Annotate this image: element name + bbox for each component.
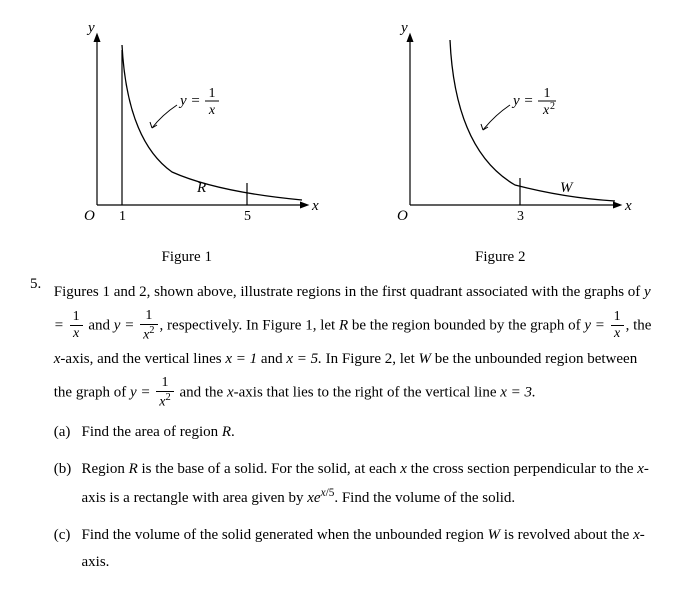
eq2b-den: x2 bbox=[156, 392, 173, 410]
intro-11: -axis that lies to the right of the vert… bbox=[234, 384, 501, 400]
fig2-origin: O bbox=[397, 208, 408, 224]
eq2-den: x2 bbox=[140, 325, 157, 343]
intro-4: be the region bounded by the graph of bbox=[348, 317, 584, 333]
fig2-region-label: W bbox=[560, 180, 574, 196]
fig1-eq-den: x bbox=[208, 103, 216, 118]
fig1-eq-num: 1 bbox=[208, 86, 215, 101]
eq1b-lhs: y = bbox=[584, 317, 608, 333]
part-b-label: (b) bbox=[54, 456, 78, 483]
eq2-lhs: y = bbox=[114, 317, 138, 333]
figure-2-caption: Figure 2 bbox=[365, 249, 635, 266]
intro-2: and bbox=[88, 317, 113, 333]
fig2-y-label: y bbox=[399, 20, 408, 36]
part-c-text: Find the volume of the solid generated w… bbox=[82, 522, 657, 576]
figure-2: y x O 3 W y = 1 x 2 Figure 2 bbox=[365, 20, 635, 266]
intro-8: In Figure 2, let bbox=[322, 351, 419, 367]
intro-7: and bbox=[257, 351, 286, 367]
part-c: (c) Find the volume of the solid generat… bbox=[54, 522, 657, 576]
fig2-x-label: x bbox=[624, 198, 632, 214]
eq2b-lhs: y = bbox=[130, 384, 154, 400]
fig2-tick-3: 3 bbox=[517, 209, 524, 224]
fig2-eq-den-sup: 2 bbox=[550, 101, 555, 112]
intro-3: , respectively. In Figure 1, let bbox=[160, 317, 339, 333]
fig2-eq-num: 1 bbox=[544, 86, 551, 101]
figure-1-caption: Figure 1 bbox=[52, 249, 322, 266]
fig2-eq-den-x: x bbox=[542, 103, 550, 118]
eq1b-den: x bbox=[611, 326, 624, 341]
intro-10: and the bbox=[176, 384, 227, 400]
part-c-label: (c) bbox=[54, 522, 78, 549]
part-b-text: Region R is the base of a solid. For the… bbox=[82, 456, 657, 512]
region-W: W bbox=[419, 351, 432, 367]
eq2-frac: 1x2 bbox=[140, 309, 157, 343]
eq2b-frac: 1x2 bbox=[156, 376, 173, 410]
figure-1-svg: y x O 1 5 R y = 1 x bbox=[52, 20, 322, 240]
fig1-x-label: x bbox=[311, 198, 319, 214]
part-a: (a) Find the area of region R. bbox=[54, 419, 657, 446]
fig1-y-label: y bbox=[86, 20, 95, 36]
fig2-eq-lhs: y = bbox=[511, 93, 534, 109]
eq1b-num: 1 bbox=[611, 310, 624, 326]
fig1-tick-1: 1 bbox=[119, 209, 126, 224]
problem-text: Figures 1 and 2, shown above, illustrate… bbox=[54, 276, 657, 576]
fig1-origin: O bbox=[84, 208, 95, 224]
intro-6: -axis, and the vertical lines bbox=[60, 351, 225, 367]
part-a-text: Find the area of region R. bbox=[82, 419, 657, 446]
fig1-eq-lhs: y = bbox=[178, 93, 201, 109]
fig1-tick-5: 5 bbox=[244, 209, 251, 224]
figure-1: y x O 1 5 R y = 1 x Figure 1 bbox=[52, 20, 322, 266]
x-axis-2: x bbox=[227, 384, 234, 400]
eq1b-frac: 1x bbox=[611, 310, 624, 341]
intro-1: Figures 1 and 2, shown above, illustrate… bbox=[54, 284, 644, 300]
figure-2-svg: y x O 3 W y = 1 x 2 bbox=[365, 20, 635, 240]
region-R: R bbox=[339, 317, 348, 333]
fig1-region-label: R bbox=[196, 180, 206, 196]
problem-number: 5. bbox=[30, 276, 50, 293]
part-b: (b) Region R is the base of a solid. For… bbox=[54, 456, 657, 512]
x-eq-1: x = 1 bbox=[225, 351, 257, 367]
eq2-num: 1 bbox=[140, 309, 157, 325]
eq2b-num: 1 bbox=[156, 376, 173, 392]
eq1-frac: 1x bbox=[70, 310, 83, 341]
problem-5: 5. Figures 1 and 2, shown above, illustr… bbox=[30, 276, 657, 576]
figures-row: y x O 1 5 R y = 1 x Figure 1 bbox=[30, 20, 657, 266]
x-eq-3: x = 3. bbox=[500, 384, 536, 400]
eq1-num: 1 bbox=[70, 310, 83, 326]
eq1-den: x bbox=[70, 326, 83, 341]
x-eq-5: x = 5. bbox=[286, 351, 322, 367]
intro-5: , the bbox=[626, 317, 652, 333]
part-a-label: (a) bbox=[54, 419, 78, 446]
